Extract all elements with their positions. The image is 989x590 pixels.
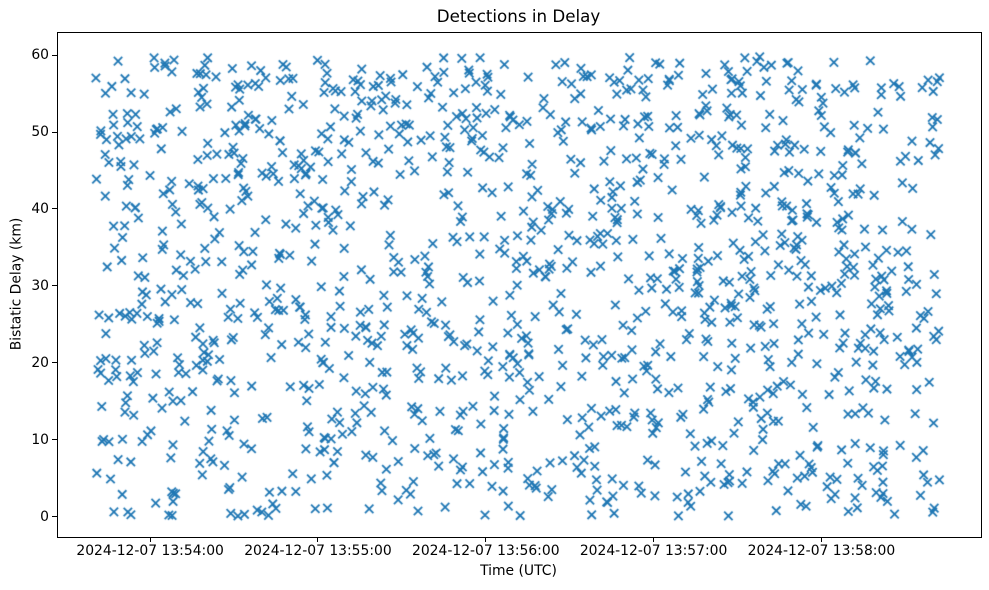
x-tick-label: 2024-12-07 13:56:00 xyxy=(412,543,560,559)
x-tick-mark xyxy=(485,537,487,542)
y-tick-mark xyxy=(52,285,57,287)
y-tick-label: 0 xyxy=(40,508,49,525)
y-tick-mark xyxy=(52,54,57,56)
y-tick-label: 50 xyxy=(31,124,49,141)
y-tick-mark xyxy=(52,439,57,441)
x-tick-mark xyxy=(317,537,319,542)
x-tick-mark xyxy=(653,537,655,542)
y-tick-label: 40 xyxy=(31,200,49,217)
x-tick-label: 2024-12-07 13:54:00 xyxy=(76,543,224,559)
scatter-points-canvas xyxy=(58,33,981,537)
x-tick-mark xyxy=(149,537,151,542)
plot-area xyxy=(57,32,982,538)
y-tick-label: 30 xyxy=(31,277,49,294)
y-tick-mark xyxy=(52,362,57,364)
x-tick-mark xyxy=(820,537,822,542)
x-tick-label: 2024-12-07 13:57:00 xyxy=(579,543,728,559)
y-tick-label: 10 xyxy=(31,431,49,448)
x-axis-label: Time (UTC) xyxy=(480,563,557,579)
y-tick-mark xyxy=(52,516,57,518)
y-axis-label: Bistatic Delay (km) xyxy=(8,217,25,351)
y-tick-mark xyxy=(52,208,57,210)
y-tick-label: 20 xyxy=(31,354,49,371)
x-tick-label: 2024-12-07 13:58:00 xyxy=(747,543,896,559)
x-tick-label: 2024-12-07 13:55:00 xyxy=(244,543,392,559)
chart-title: Detections in Delay xyxy=(436,6,601,26)
y-tick-label: 60 xyxy=(31,47,49,64)
y-tick-mark xyxy=(52,131,57,133)
